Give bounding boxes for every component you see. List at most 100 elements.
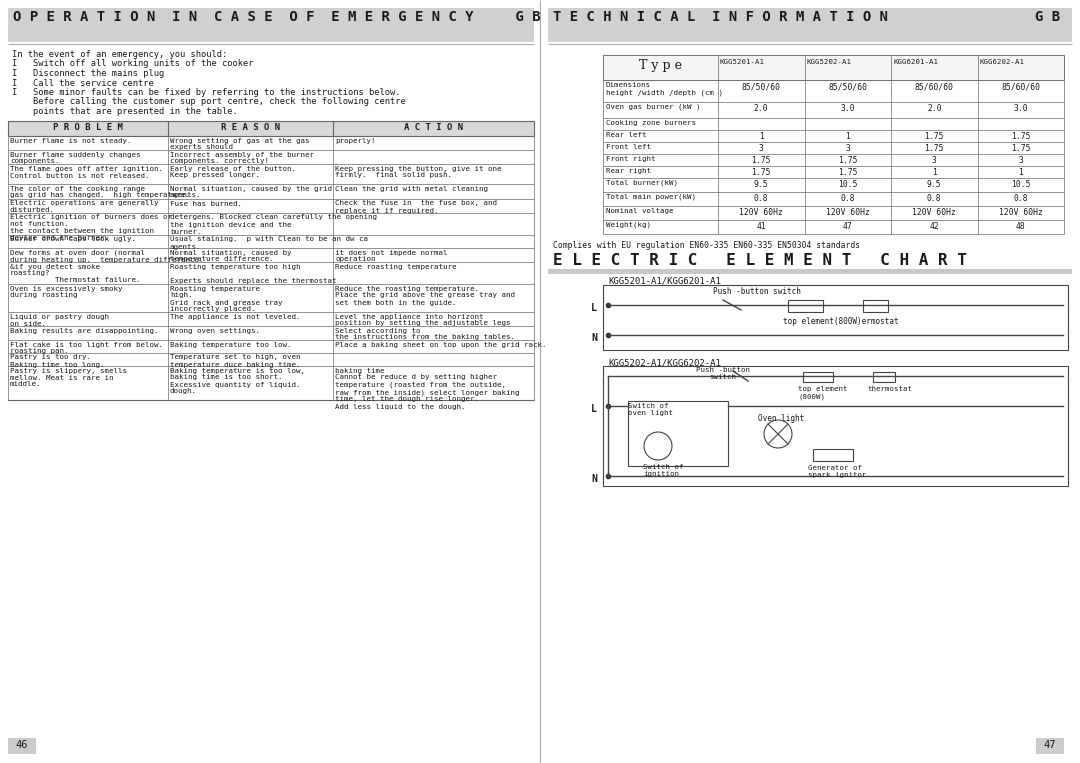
Text: Push -button switch: Push -button switch — [713, 287, 801, 296]
Text: P R O B L E M: P R O B L E M — [53, 123, 123, 131]
Text: The color of the cooking range
gas grid has changed.  high temperature.: The color of the cooking range gas grid … — [10, 185, 190, 198]
Text: R E A S O N: R E A S O N — [221, 123, 280, 131]
Text: baking time
Cannot be reduce d by setting higher
temperature (roasted from the o: baking time Cannot be reduce d by settin… — [335, 368, 519, 410]
Text: detergens. Blocked clean carefully the opening
the ignition device and the
burne: detergens. Blocked clean carefully the o… — [170, 214, 377, 234]
Text: Switch of
ignition: Switch of ignition — [643, 464, 684, 477]
Text: Temperature set to high, oven
temperature duce baking time.: Temperature set to high, oven temperatur… — [170, 355, 300, 368]
Bar — [8, 121, 534, 136]
Text: I   Switch off all working units of the cooker: I Switch off all working units of the co… — [12, 60, 254, 69]
Text: N: N — [591, 333, 597, 343]
Text: I   Disconnect the mains plug: I Disconnect the mains plug — [12, 69, 164, 78]
Text: G B: G B — [1035, 10, 1059, 24]
Bar — [804, 372, 833, 382]
Bar — [1036, 738, 1064, 754]
Text: Fuse has burned.: Fuse has burned. — [170, 201, 242, 207]
Text: Oven is excessively smoky
during roasting: Oven is excessively smoky during roastin… — [10, 285, 122, 298]
Text: 0.8: 0.8 — [840, 194, 855, 203]
Text: 1.75: 1.75 — [752, 168, 771, 177]
Text: Clean the grid with metal cleaning: Clean the grid with metal cleaning — [335, 185, 488, 192]
Text: Dew forms at oven door (normal
during heating up.  temperature difference.: Dew forms at oven door (normal during he… — [10, 250, 203, 263]
Text: KGG5202-A1: KGG5202-A1 — [807, 59, 851, 65]
Text: Roasting temperature
high.
Grid rack and grease tray
incorrectly placed.: Roasting temperature high. Grid rack and… — [170, 285, 283, 313]
Text: 1.75: 1.75 — [924, 144, 944, 153]
Text: Electric ignition of burners does or
not function.
the contact between the ignit: Electric ignition of burners does or not… — [10, 214, 172, 242]
Text: The appliance is not leveled.: The appliance is not leveled. — [170, 314, 300, 320]
Text: Burner flame is not steady.: Burner flame is not steady. — [10, 137, 132, 143]
Text: 120V 60Hz: 120V 60Hz — [740, 208, 783, 217]
Bar — [627, 401, 728, 466]
Text: 120V 60Hz: 120V 60Hz — [913, 208, 956, 217]
Text: Reduce the roasting temperature.
Place the grid above the grease tray and
set th: Reduce the roasting temperature. Place t… — [335, 285, 515, 305]
Text: 10.5: 10.5 — [838, 180, 858, 189]
Text: Nominal voltage: Nominal voltage — [606, 208, 674, 214]
Text: 1.75: 1.75 — [838, 156, 858, 165]
Text: 1.75: 1.75 — [1011, 144, 1030, 153]
Text: Flat cake is too light from below.
roasting pan.: Flat cake is too light from below. roast… — [10, 342, 163, 355]
Text: Check the fuse in  the fuse box, and
replace it if required.: Check the fuse in the fuse box, and repl… — [335, 201, 497, 214]
Text: 47: 47 — [1043, 740, 1056, 750]
Text: 120V 60Hz: 120V 60Hz — [999, 208, 1042, 217]
Text: Cooking zone burners: Cooking zone burners — [606, 120, 696, 126]
Text: 3: 3 — [759, 144, 764, 153]
Text: Rear right: Rear right — [606, 168, 651, 174]
Bar — [863, 300, 888, 312]
Bar — [788, 300, 823, 312]
Text: Front right: Front right — [606, 156, 656, 162]
Text: 1: 1 — [759, 132, 764, 141]
Text: Complies with EU regulation EN60-335 EN60-335 EN50304 standards: Complies with EU regulation EN60-335 EN6… — [553, 241, 860, 250]
Text: 3: 3 — [846, 144, 850, 153]
Text: The flame goes off after ignition.
Control button is not released.: The flame goes off after ignition. Contr… — [10, 166, 163, 179]
Text: Push -button
switch: Push -button switch — [696, 367, 750, 380]
Text: Incorrect assembly of the burner
components. correctly!: Incorrect assembly of the burner compone… — [170, 152, 314, 165]
Text: 9.5: 9.5 — [754, 180, 769, 189]
Text: 48: 48 — [1016, 222, 1026, 231]
Text: Total main power(kW): Total main power(kW) — [606, 194, 696, 201]
Text: KGG5202-A1/KGG6202-A1: KGG5202-A1/KGG6202-A1 — [608, 358, 720, 367]
Text: KGG6202-A1: KGG6202-A1 — [980, 59, 1025, 65]
Text: I   Some minor faults can be fixed by referring to the instructions below.: I Some minor faults can be fixed by refe… — [12, 88, 401, 97]
Text: Electric operations are generally
disturbed.: Electric operations are generally distur… — [10, 201, 159, 214]
Text: I   Call the service centre: I Call the service centre — [12, 79, 153, 88]
Text: Dimensions
height /width /depth (cm ): Dimensions height /width /depth (cm ) — [606, 82, 723, 95]
Text: Total burner(kW): Total burner(kW) — [606, 180, 678, 186]
Text: Pastry is too dry.
Baking time too long.: Pastry is too dry. Baking time too long. — [10, 355, 105, 368]
Bar — [603, 285, 1068, 350]
Text: Baking results are disappointing.: Baking results are disappointing. — [10, 327, 159, 333]
Text: Wrong setting of gas at the gas
experts should: Wrong setting of gas at the gas experts … — [170, 137, 310, 150]
Text: Switch of
oven light: Switch of oven light — [627, 403, 673, 416]
Text: Level the appliance into horizont
position by setting the adjustable legs: Level the appliance into horizont positi… — [335, 314, 511, 327]
Bar — [548, 8, 1072, 42]
Text: Baking temperature too low.: Baking temperature too low. — [170, 342, 292, 347]
Text: Liquid or pastry dough
on side.: Liquid or pastry dough on side. — [10, 314, 109, 327]
Text: L: L — [591, 404, 597, 414]
Text: top element
(800W): top element (800W) — [798, 386, 848, 400]
Text: 9.5: 9.5 — [927, 180, 942, 189]
Text: 41: 41 — [756, 222, 766, 231]
Text: Reduce roasting temperature: Reduce roasting temperature — [335, 263, 457, 269]
Text: O P E R A T I O N  I N  C A S E  O F  E M E R G E N C Y     G B: O P E R A T I O N I N C A S E O F E M E … — [13, 10, 541, 24]
Text: Generator of
spark ignitor: Generator of spark ignitor — [808, 465, 866, 478]
Text: Baking temperature is too low,
baking time is too short.
Excessive quantity of l: Baking temperature is too low, baking ti… — [170, 368, 305, 394]
Text: 0.8: 0.8 — [927, 194, 942, 203]
Text: Rear left: Rear left — [606, 132, 647, 138]
Text: 2.0: 2.0 — [754, 104, 769, 113]
Text: top element(800W)ermostat: top element(800W)ermostat — [783, 317, 899, 326]
Text: In the event of an emergency, you should:: In the event of an emergency, you should… — [12, 50, 227, 59]
Bar — [8, 8, 534, 42]
Text: Usual staining.  p with Clean to be an dw ca
agents.: Usual staining. p with Clean to be an dw… — [170, 237, 368, 250]
Text: 1: 1 — [932, 168, 936, 177]
Text: Normal situation, caused by the grid
agents.: Normal situation, caused by the grid age… — [170, 185, 332, 198]
Text: 1.75: 1.75 — [752, 156, 771, 165]
Bar — [873, 372, 895, 382]
Text: Wrong oven settings.: Wrong oven settings. — [170, 327, 260, 333]
Text: 1: 1 — [1018, 168, 1023, 177]
Text: T E C H N I C A L  I N F O R M A T I O N: T E C H N I C A L I N F O R M A T I O N — [553, 10, 888, 24]
Text: Early release of the button.
Keep pressed longer.: Early release of the button. Keep presse… — [170, 166, 296, 179]
Text: Front left: Front left — [606, 144, 651, 150]
Text: 1.75: 1.75 — [924, 132, 944, 141]
Text: 85/50/60: 85/50/60 — [828, 82, 867, 91]
Text: Keep pressing the button, give it one
firmly.  final solid push.: Keep pressing the button, give it one fi… — [335, 166, 501, 179]
Text: N: N — [591, 474, 597, 484]
Text: Oven gas burner (kW ): Oven gas burner (kW ) — [606, 104, 701, 111]
Text: 3: 3 — [932, 156, 936, 165]
